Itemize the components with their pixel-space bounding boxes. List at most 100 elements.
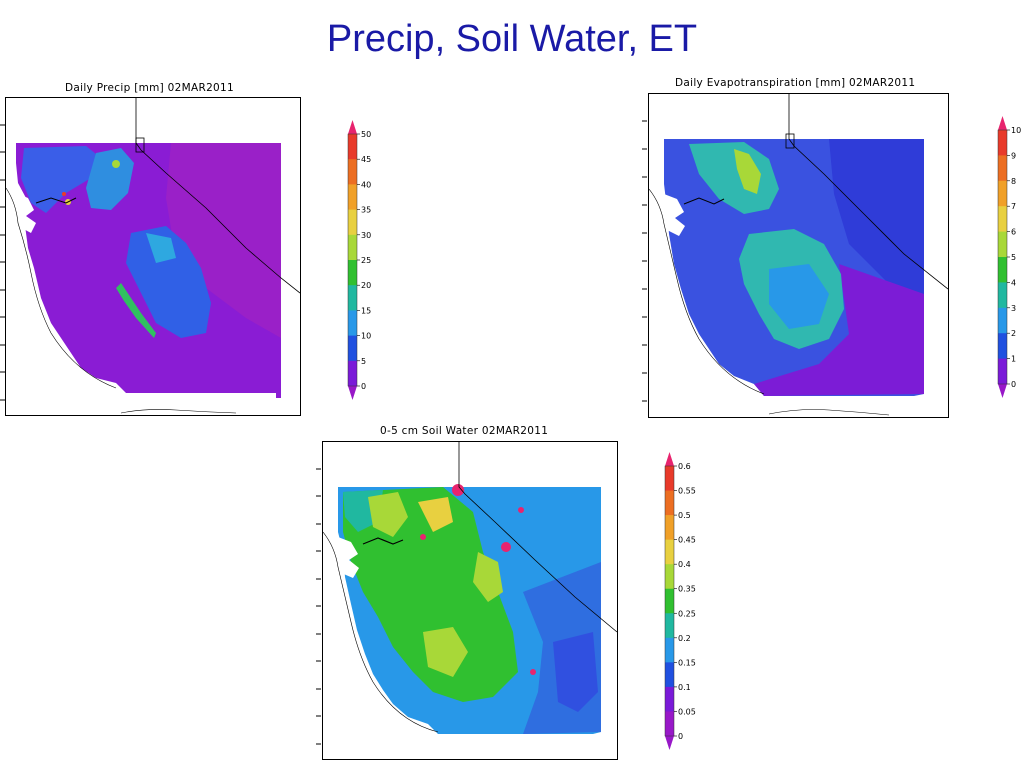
soil-central-yellow xyxy=(473,552,503,602)
soil-bay xyxy=(335,537,359,578)
colorbar-segment xyxy=(998,130,1007,156)
colorbar-segment xyxy=(665,613,674,639)
colorbar-tick-label: 0 xyxy=(361,382,366,391)
colorbar-segment xyxy=(998,257,1007,283)
colorbar-segment xyxy=(665,711,674,737)
colorbar-top-arrow xyxy=(665,452,674,466)
colorbar-tick-label: 0.5 xyxy=(678,511,691,520)
colorbar-segment xyxy=(348,360,357,387)
colorbar-segment xyxy=(665,686,674,712)
colorbar-segment xyxy=(348,285,357,311)
colorbar-segment xyxy=(665,637,674,663)
colorbar-segment xyxy=(998,282,1007,309)
colorbar-tick-label: 0.2 xyxy=(678,634,691,643)
colorbar-tick-label: 35 xyxy=(361,206,371,215)
colorbar-segment xyxy=(665,515,674,541)
colorbar-segment xyxy=(348,310,357,337)
et-north-yellow xyxy=(734,149,761,194)
precip-feature-central xyxy=(126,226,211,338)
precip-feature-north xyxy=(21,146,101,213)
soil-yellow-patch-2 xyxy=(418,497,453,532)
colorbar-tick-label: 2 xyxy=(1011,329,1016,338)
soil-axis-ticks xyxy=(316,468,321,745)
colorbar-segment xyxy=(998,206,1007,233)
soil-south-green xyxy=(423,627,468,677)
colorbar-segment xyxy=(998,358,1007,385)
colorbar-tick-label: 4 xyxy=(1011,278,1016,287)
precip-feature-northeast xyxy=(86,148,134,210)
colorbar-tick-label: 0.55 xyxy=(678,487,696,496)
colorbar-tick-label: 15 xyxy=(361,306,371,315)
colorbar-segment xyxy=(348,260,357,286)
colorbar-top-arrow xyxy=(998,116,1007,130)
colorbar-segment xyxy=(665,588,674,614)
colorbar-segment xyxy=(665,539,674,565)
colorbar-tick-label: 1 xyxy=(1011,355,1016,364)
soil-map-graphic xyxy=(323,442,617,734)
colorbar-tick-label: 5 xyxy=(1011,253,1016,262)
colorbar-tick-label: 20 xyxy=(361,281,371,290)
colorbar-tick-label: 3 xyxy=(1011,304,1016,313)
colorbar-segment xyxy=(665,662,674,688)
colorbar-tick-label: 0.45 xyxy=(678,536,696,545)
precip-axis-ticks xyxy=(0,124,5,401)
colorbar-tick-label: 45 xyxy=(361,155,371,164)
soil-colorbar: 0.6 0.55 0.5 0.45 0.4 0.35 0.25 0.2 0.15 0.1 0.05 0 xyxy=(664,452,696,750)
soil-panel-title: 0-5 cm Soil Water 02MAR2011 xyxy=(380,425,549,437)
colorbar-segment xyxy=(348,209,357,236)
colorbar-segment xyxy=(348,184,357,211)
colorbar-segment xyxy=(348,234,357,261)
et-east-band xyxy=(829,139,924,294)
colorbar-segment xyxy=(665,490,674,516)
colorbar-tick-label: 0.1 xyxy=(678,683,691,692)
soil-map[interactable] xyxy=(322,441,618,760)
precip-streak xyxy=(116,283,156,338)
colorbar-segment xyxy=(665,564,674,590)
et-panel-title: Daily Evapotranspiration [mm] 02MAR2011 xyxy=(675,77,916,89)
colorbar-tick-label: 8 xyxy=(1011,177,1016,186)
colorbar-segment xyxy=(348,134,357,160)
colorbar-tick-label: 0.6 xyxy=(678,462,691,471)
colorbar-tick-label: 40 xyxy=(361,180,371,189)
precip-feature-central-light xyxy=(146,233,176,263)
colorbar-tick-label: 9 xyxy=(1011,151,1016,160)
colorbar-segment xyxy=(998,333,1007,360)
colorbar-tick-label: 5 xyxy=(361,357,366,366)
colorbar-tick-label: 0 xyxy=(678,732,683,741)
colorbar-tick-label: 6 xyxy=(1011,228,1016,237)
et-map[interactable] xyxy=(648,93,949,418)
colorbar-tick-label: 0.4 xyxy=(678,560,691,569)
colorbar-bottom-arrow xyxy=(348,386,357,400)
colorbar-segment xyxy=(998,307,1007,334)
colorbar-bottom-arrow xyxy=(998,384,1007,398)
et-map-graphic xyxy=(649,94,948,416)
soil-southeast-dark xyxy=(553,632,598,712)
colorbar-tick-label: 0 xyxy=(1011,380,1016,389)
et-southeast-region xyxy=(754,264,924,396)
et-bay xyxy=(661,194,685,236)
slide-title: Precip, Soil Water, ET xyxy=(326,18,698,60)
colorbar-tick-label: 0.05 xyxy=(678,707,696,716)
precip-east-band xyxy=(166,143,281,338)
et-north-green xyxy=(689,142,779,214)
precip-map-graphic xyxy=(6,98,300,414)
colorbar-tick-label: 10 xyxy=(1011,126,1021,135)
colorbar-segment xyxy=(998,231,1007,258)
et-central-blue xyxy=(769,264,829,329)
soil-yellow-patches xyxy=(368,492,408,537)
colorbar-segment xyxy=(665,466,674,492)
colorbar-tick-label: 7 xyxy=(1011,202,1016,211)
colorbar-bottom-arrow xyxy=(665,736,674,750)
colorbar-tick-label: 25 xyxy=(361,256,371,265)
precip-bay xyxy=(14,193,36,233)
colorbar-tick-label: 10 xyxy=(361,332,371,341)
et-axis-ticks xyxy=(642,120,647,402)
precip-map[interactable] xyxy=(5,97,301,416)
colorbar-segment xyxy=(348,159,357,185)
colorbar-tick-label: 30 xyxy=(361,231,371,240)
colorbar-tick-label: 0.35 xyxy=(678,585,696,594)
colorbar-segment xyxy=(348,335,357,362)
soil-west-green xyxy=(343,487,518,702)
